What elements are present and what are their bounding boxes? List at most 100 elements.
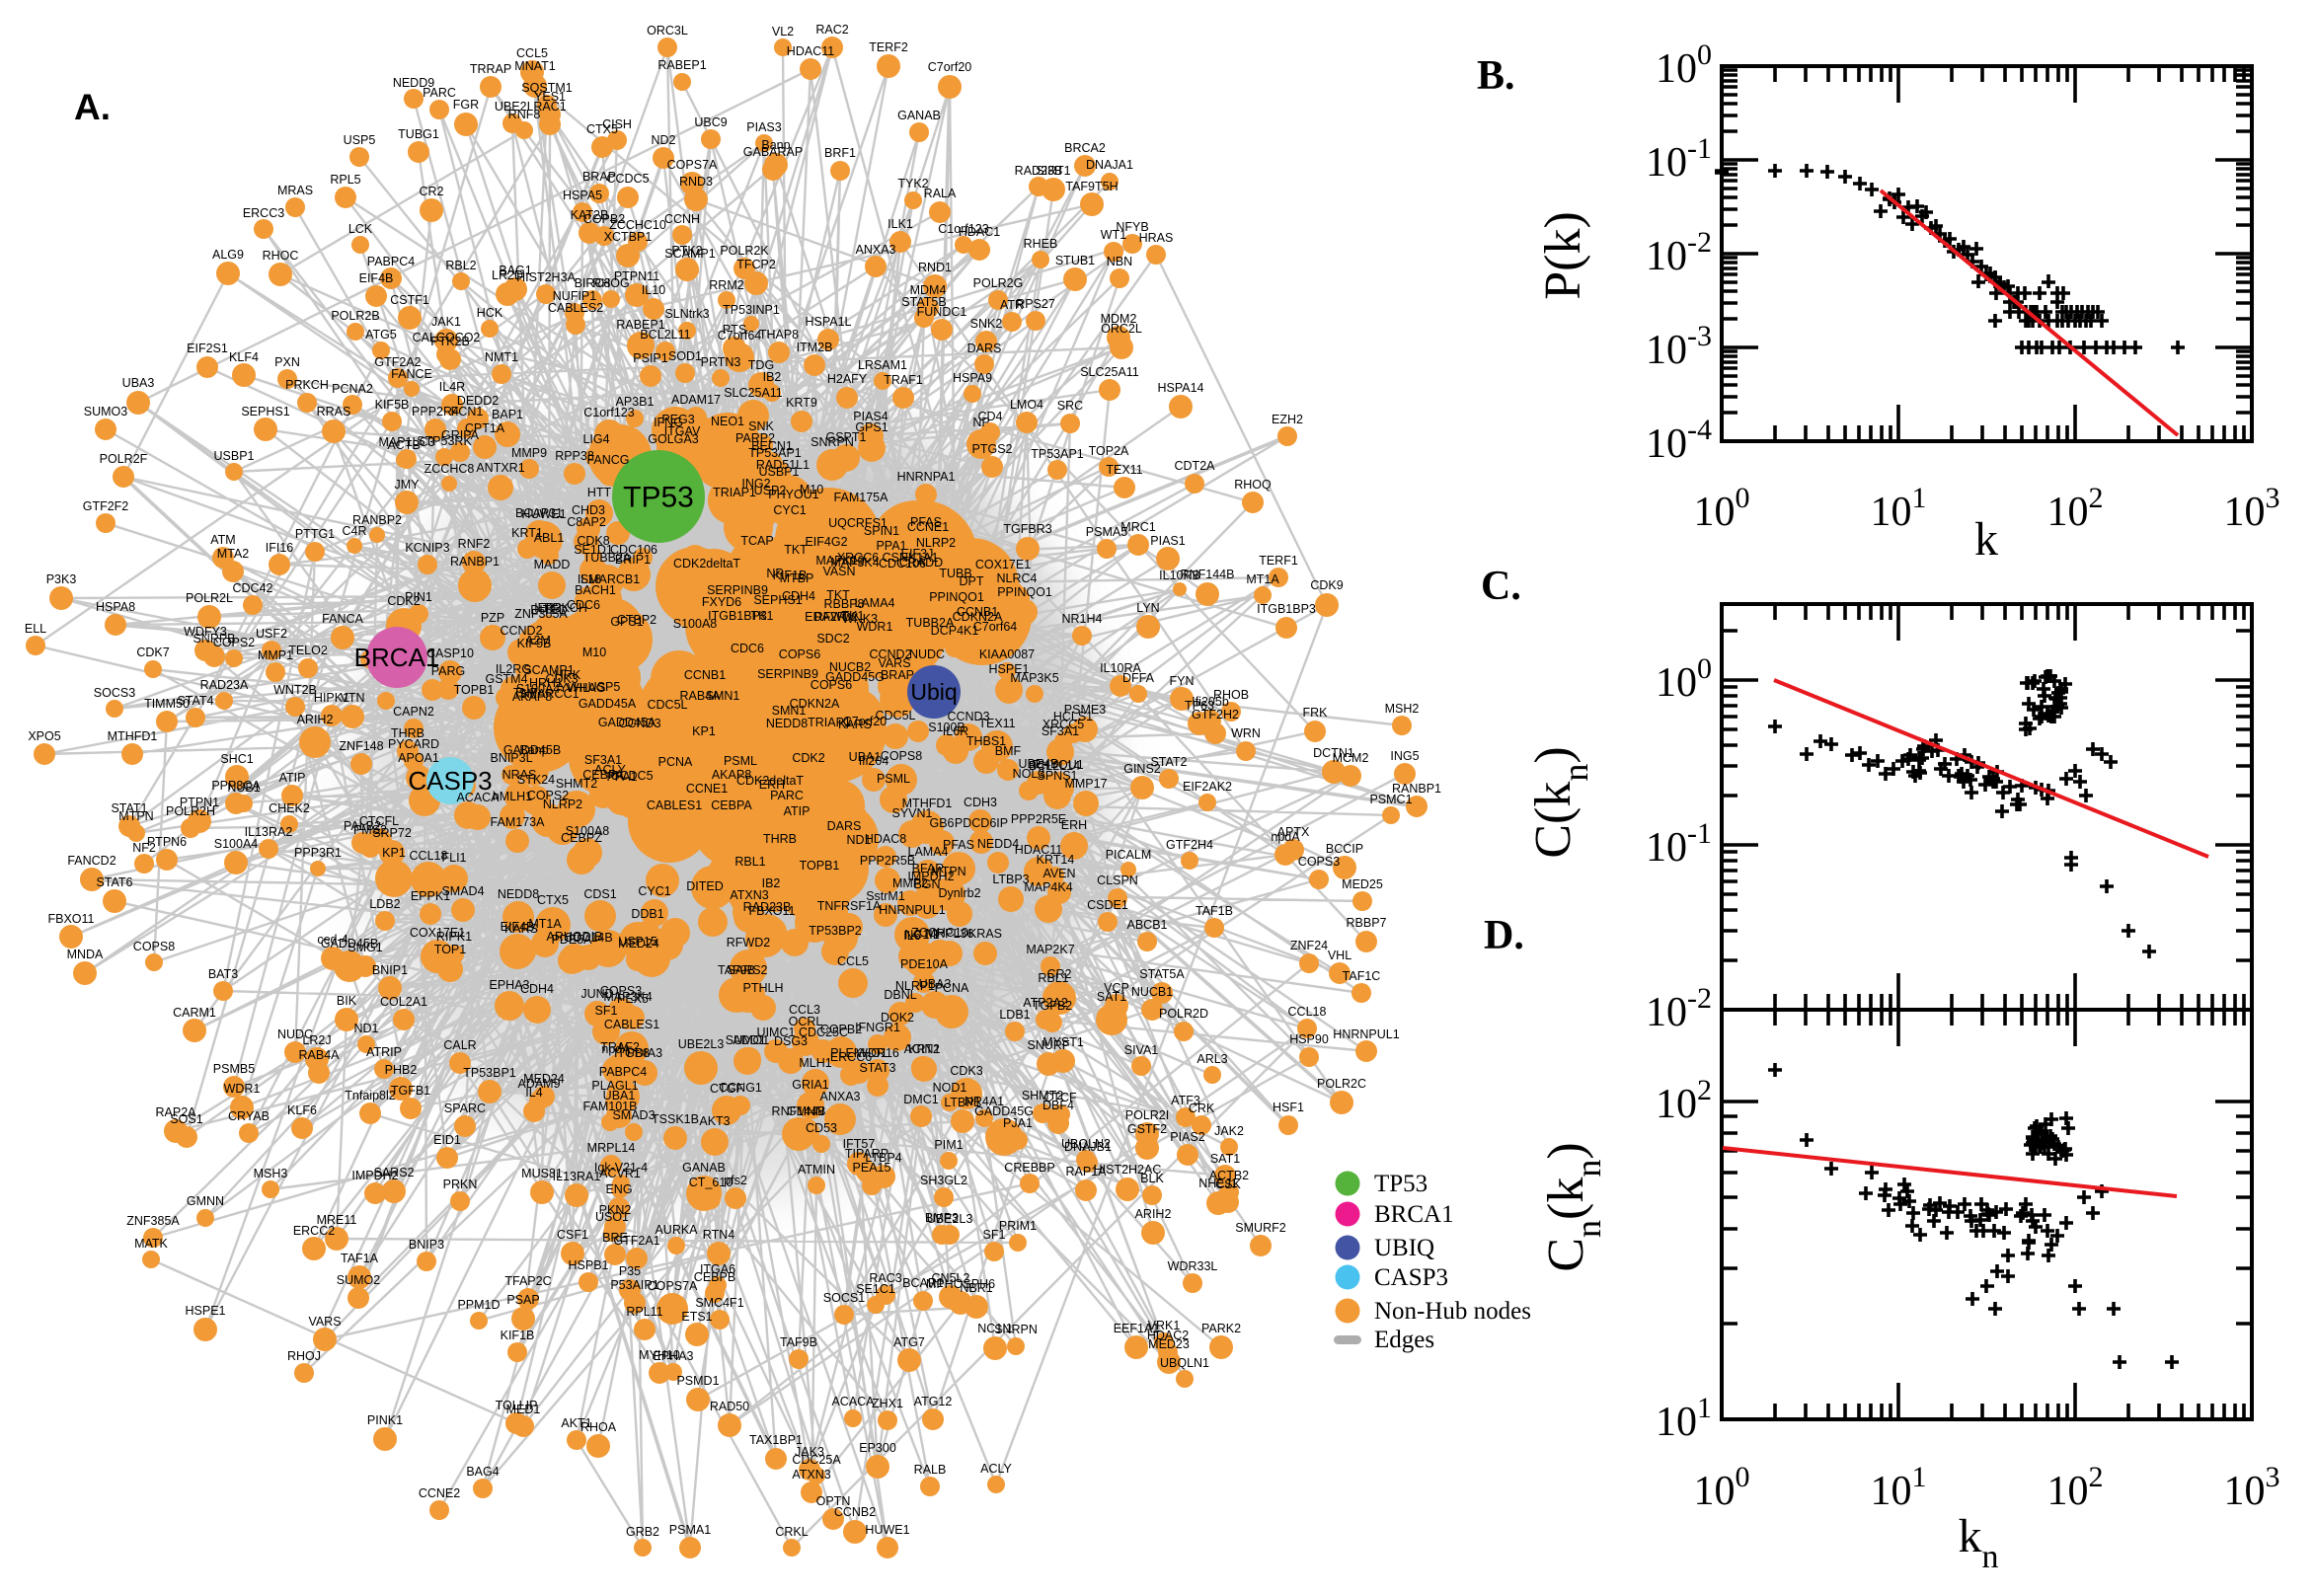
svg-text:MAP4K4: MAP4K4 xyxy=(1024,880,1072,894)
svg-text:IL18: IL18 xyxy=(578,572,601,586)
svg-text:MADD: MADD xyxy=(534,558,571,571)
svg-text:HSPE1: HSPE1 xyxy=(186,1304,226,1318)
svg-text:DITED: DITED xyxy=(686,879,724,893)
svg-text:PARP2: PARP2 xyxy=(735,431,775,445)
svg-text:PRKCH: PRKCH xyxy=(544,601,587,615)
svg-text:ADD1: ADD1 xyxy=(733,1033,765,1047)
svg-text:TAF1B: TAF1B xyxy=(1196,904,1233,918)
svg-text:NLRP1: NLRP1 xyxy=(895,979,935,993)
svg-text:KRT14: KRT14 xyxy=(1037,853,1075,867)
svg-text:DITED: DITED xyxy=(530,603,568,617)
svg-text:PRIM1: PRIM1 xyxy=(999,1219,1037,1233)
svg-text:SAT1: SAT1 xyxy=(1097,990,1126,1004)
svg-text:LR2J: LR2J xyxy=(302,1033,331,1047)
svg-text:USF2: USF2 xyxy=(256,627,287,641)
svg-text:XRCC5: XRCC5 xyxy=(1042,718,1084,731)
svg-text:ATRIP: ATRIP xyxy=(366,1045,402,1059)
svg-text:ITM2B: ITM2B xyxy=(797,341,833,354)
svg-text:VCP: VCP xyxy=(1104,981,1129,995)
svg-text:BAG4: BAG4 xyxy=(466,1465,499,1479)
svg-text:P53AIP1: P53AIP1 xyxy=(610,1278,658,1292)
svg-text:DSG3: DSG3 xyxy=(774,1034,808,1048)
svg-text:SUMO1: SUMO1 xyxy=(726,1033,770,1047)
svg-text:EID1: EID1 xyxy=(433,1133,461,1147)
svg-text:Edges: Edges xyxy=(1374,1327,1434,1353)
svg-text:RPL11: RPL11 xyxy=(626,1305,662,1319)
svg-text:SNK2: SNK2 xyxy=(970,317,1003,331)
svg-text:CISH: CISH xyxy=(602,117,632,131)
svg-text:CHD3: CHD3 xyxy=(572,503,605,517)
svg-text:RAP2A: RAP2A xyxy=(156,1105,197,1119)
svg-text:GADD45B: GADD45B xyxy=(503,743,561,757)
svg-text:HSPA14: HSPA14 xyxy=(1157,381,1203,395)
svg-text:ANTXR1: ANTXR1 xyxy=(476,461,524,475)
svg-text:GTF2F2: GTF2F2 xyxy=(83,499,129,513)
svg-text:WDFY3: WDFY3 xyxy=(184,625,227,639)
svg-text:SHMT2: SHMT2 xyxy=(556,777,597,791)
svg-text:RAC2: RAC2 xyxy=(815,23,848,37)
svg-text:IMPDH2: IMPDH2 xyxy=(907,870,954,883)
svg-text:MRC1: MRC1 xyxy=(1120,520,1155,534)
svg-text:SLC25A11: SLC25A11 xyxy=(724,386,783,400)
svg-text:UBQLN1: UBQLN1 xyxy=(1160,1356,1209,1370)
svg-text:DOK2: DOK2 xyxy=(881,1011,914,1025)
svg-text:PTTG1: PTTG1 xyxy=(295,527,335,541)
svg-text:TUBB2A: TUBB2A xyxy=(583,551,632,565)
svg-text:ZCCHC10: ZCCHC10 xyxy=(911,926,968,940)
svg-text:STAT1: STAT1 xyxy=(111,801,147,815)
svg-text:CCL5: CCL5 xyxy=(516,46,548,60)
svg-text:RAP1A: RAP1A xyxy=(1066,1165,1108,1178)
svg-text:MAPK10: MAPK10 xyxy=(815,554,864,568)
svg-text:TERF1: TERF1 xyxy=(1259,554,1298,568)
svg-text:STAT6: STAT6 xyxy=(96,875,132,889)
svg-text:OCRL: OCRL xyxy=(789,1015,823,1028)
svg-text:C4R: C4R xyxy=(342,524,366,538)
svg-text:BCAR1: BCAR1 xyxy=(902,1276,944,1290)
svg-text:ALG9: ALG9 xyxy=(212,248,244,262)
svg-text:TRIAP1: TRIAP1 xyxy=(713,486,756,499)
svg-text:BRAP: BRAP xyxy=(582,170,616,184)
svg-text:CDH4: CDH4 xyxy=(782,589,815,603)
svg-text:PSMA5: PSMA5 xyxy=(1086,525,1127,539)
svg-text:HSP90: HSP90 xyxy=(1289,1032,1329,1046)
svg-text:DEDD2: DEDD2 xyxy=(457,394,499,408)
svg-text:ERH: ERH xyxy=(1061,818,1087,832)
svg-text:HDAC8: HDAC8 xyxy=(865,832,906,846)
svg-text:CD4: CD4 xyxy=(977,410,1002,423)
svg-text:k: k xyxy=(1974,513,1998,566)
svg-text:ZCCHC8: ZCCHC8 xyxy=(425,462,475,476)
svg-text:PPP3CA: PPP3CA xyxy=(211,779,261,793)
svg-text:PLAGL1: PLAGL1 xyxy=(591,1079,638,1093)
svg-text:ATR: ATR xyxy=(1000,298,1024,312)
svg-text:POLR2K: POLR2K xyxy=(720,244,769,258)
svg-text:MSH3: MSH3 xyxy=(254,1167,288,1180)
svg-text:SEPHS1: SEPHS1 xyxy=(753,593,802,607)
svg-text:ACVR1: ACVR1 xyxy=(599,1167,641,1180)
svg-text:CCDC5: CCDC5 xyxy=(606,172,649,186)
svg-text:TP53BP2: TP53BP2 xyxy=(809,924,862,938)
svg-text:Non-Hub nodes: Non-Hub nodes xyxy=(1374,1298,1531,1325)
svg-text:KLF4: KLF4 xyxy=(229,350,259,364)
svg-text:TP53INP1: TP53INP1 xyxy=(723,303,780,317)
svg-text:CEBPZ: CEBPZ xyxy=(561,831,602,845)
svg-text:MYST1: MYST1 xyxy=(1042,1035,1084,1049)
svg-text:101: 101 xyxy=(1871,1461,1927,1514)
svg-text:PPA1: PPA1 xyxy=(876,539,906,553)
svg-text:MTHFD1: MTHFD1 xyxy=(108,729,158,743)
svg-text:ORC2L: ORC2L xyxy=(1101,322,1142,336)
svg-text:VL2: VL2 xyxy=(772,25,794,38)
svg-text:NR4A1: NR4A1 xyxy=(965,1095,1004,1108)
svg-text:EIF3J: EIF3J xyxy=(901,547,934,561)
svg-text:ERCC3: ERCC3 xyxy=(243,206,284,220)
svg-text:DPT: DPT xyxy=(960,574,984,588)
svg-text:AKT1: AKT1 xyxy=(561,1416,591,1430)
svg-text:DCP4K1: DCP4K1 xyxy=(931,624,979,638)
svg-text:PSME3: PSME3 xyxy=(1064,703,1106,717)
svg-text:C7orf64: C7orf64 xyxy=(718,329,762,342)
svg-text:GMNN: GMNN xyxy=(787,1104,824,1118)
svg-text:KRAS: KRAS xyxy=(968,927,1002,941)
svg-text:TFAP2C: TFAP2C xyxy=(504,1274,551,1288)
svg-text:ITGB8: ITGB8 xyxy=(614,1046,650,1060)
svg-text:RFWD2: RFWD2 xyxy=(814,610,858,624)
svg-text:CSF1: CSF1 xyxy=(557,1228,588,1242)
